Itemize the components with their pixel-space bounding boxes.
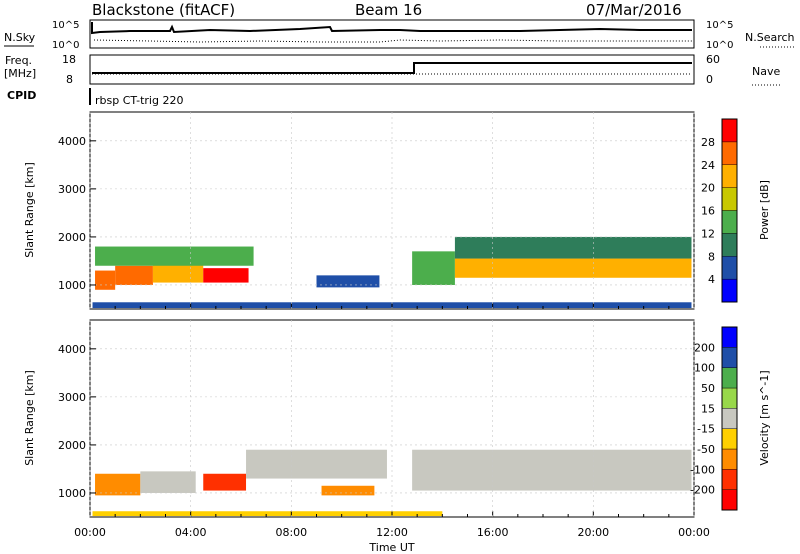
velocity-ylabel: Slant Range [km] bbox=[23, 370, 36, 466]
power-echo-band bbox=[95, 270, 116, 290]
power-panel: 1000 2000 3000 4000 Slant Range [km] bbox=[23, 111, 695, 310]
velocity-colorbar-tick-label: -50 bbox=[697, 443, 715, 456]
power-colorbar-frame bbox=[721, 118, 738, 303]
freq-unit: [MHz] bbox=[4, 67, 36, 80]
power-colorbar-swatch bbox=[721, 141, 738, 165]
power-colorbar-swatch bbox=[721, 210, 738, 234]
x-tick-label: 20:00 bbox=[577, 526, 609, 539]
freq-panel-frame bbox=[89, 54, 695, 85]
velocity-colorbar-swatch bbox=[721, 469, 738, 490]
power-echo-band bbox=[454, 236, 692, 259]
velocity-echo-band bbox=[203, 473, 247, 491]
velocity-colorbar-swatch bbox=[721, 326, 738, 348]
power-colorbar-swatch bbox=[721, 164, 738, 188]
power-colorbar-swatch bbox=[721, 256, 738, 280]
power-colorbar-swatch bbox=[721, 233, 738, 257]
power-colorbar-swatch bbox=[721, 187, 738, 211]
velocity-colorbar-swatch bbox=[721, 387, 738, 409]
power-y-tick-label: 4000 bbox=[58, 135, 86, 148]
x-tick-label: 08:00 bbox=[275, 526, 307, 539]
power-colorbar-tick-label: 4 bbox=[708, 273, 715, 286]
x-tick-label: 04:00 bbox=[175, 526, 207, 539]
power-y-tick-label: 1000 bbox=[58, 279, 86, 292]
power-echo-band bbox=[316, 275, 380, 288]
power-echo-band bbox=[454, 258, 692, 278]
velocity-colorbar-swatch bbox=[721, 367, 738, 389]
power-colorbar-tick-label: 28 bbox=[701, 136, 715, 149]
radar-title: Blackstone (fitACF) bbox=[92, 1, 235, 19]
nsearch-tick-bottom: 10^0 bbox=[706, 40, 733, 51]
nsearch-label: N.Search bbox=[745, 31, 795, 44]
velocity-echo-band bbox=[95, 473, 141, 496]
power-colorbar-tick-label: 8 bbox=[708, 250, 715, 263]
power-colorbar-label: Power [dB] bbox=[758, 180, 771, 240]
power-y-tick-label: 2000 bbox=[58, 231, 86, 244]
freq-trace bbox=[92, 62, 692, 74]
velocity-colorbar-swatch bbox=[721, 408, 738, 429]
freq-tick-bottom: 8 bbox=[66, 73, 73, 86]
nsky-tick-bottom: 10^0 bbox=[52, 40, 79, 51]
velocity-colorbar-label: Velocity [m s^-1] bbox=[758, 370, 771, 465]
power-colorbar: 4 8 12 16 20 24 28 bbox=[701, 118, 738, 303]
x-tick-label: 00:00 bbox=[74, 526, 106, 539]
power-y-tick-label: 3000 bbox=[58, 183, 86, 196]
velocity-y-tick-label: 3000 bbox=[58, 391, 86, 404]
power-ylabel: Slant Range [km] bbox=[23, 162, 36, 258]
nave-tick-bottom: 0 bbox=[706, 73, 713, 86]
x-tick-label: 00:00 bbox=[678, 526, 710, 539]
freq-tick-top: 18 bbox=[62, 53, 76, 66]
velocity-y-tick-label: 1000 bbox=[58, 487, 86, 500]
velocity-colorbar-tick-label: 50 bbox=[701, 382, 715, 395]
power-echo-band bbox=[152, 263, 204, 283]
power-echo-band bbox=[95, 246, 254, 266]
velocity-colorbar-swatch bbox=[721, 448, 738, 470]
power-colorbar-tick-label: 16 bbox=[701, 205, 715, 218]
x-tick-label: 16:00 bbox=[477, 526, 509, 539]
power-colorbar-swatch bbox=[721, 278, 738, 303]
velocity-echo-band bbox=[140, 471, 196, 493]
x-tick-label: 12:00 bbox=[376, 526, 408, 539]
power-colorbar-tick-label: 12 bbox=[701, 227, 715, 240]
velocity-colorbar-tick-label: 200 bbox=[694, 341, 715, 354]
velocity-y-tick-label: 4000 bbox=[58, 343, 86, 356]
velocity-colorbar-tick-label: 15 bbox=[701, 402, 715, 415]
cpid-value: rbsp CT-trig 220 bbox=[95, 94, 183, 107]
velocity-y-tick-label: 2000 bbox=[58, 439, 86, 452]
velocity-echo-band bbox=[412, 449, 692, 491]
velocity-colorbar-swatch bbox=[721, 428, 738, 450]
velocity-panel: 1000 2000 3000 4000 Slant Range [km] bbox=[23, 319, 695, 518]
nsearch-trace bbox=[93, 39, 692, 43]
nave-label: Nave bbox=[752, 65, 780, 78]
nsky-tick-top: 10^5 bbox=[52, 20, 79, 31]
beam-title: Beam 16 bbox=[355, 1, 422, 19]
date-title: 07/Mar/2016 bbox=[586, 1, 682, 19]
power-colorbar-tick-label: 24 bbox=[701, 159, 715, 172]
power-colorbar-swatch bbox=[721, 118, 738, 143]
nsky-trace bbox=[91, 22, 692, 35]
velocity-colorbar-swatch bbox=[721, 347, 738, 368]
velocity-colorbar-tick-label: -100 bbox=[690, 463, 715, 476]
freq-label: Freq. bbox=[5, 54, 32, 67]
power-colorbar-tick-label: 20 bbox=[701, 182, 715, 195]
power-echo-band bbox=[412, 251, 455, 285]
power-echo-band bbox=[115, 265, 153, 285]
velocity-echo-band bbox=[246, 449, 387, 479]
velocity-colorbar-swatch bbox=[721, 489, 738, 511]
velocity-colorbar-tick-label: -15 bbox=[697, 423, 715, 436]
x-axis-label: Time UT bbox=[368, 541, 414, 554]
time-axis: 00:00 04:00 08:00 12:00 16:00 20:00 00:00 bbox=[74, 526, 710, 539]
velocity-colorbar: 200 100 50 15 -15 -50 -100 -200 bbox=[690, 326, 738, 511]
noise-panel-frame bbox=[89, 19, 695, 49]
velocity-echo-band bbox=[321, 485, 375, 496]
velocity-echo-band bbox=[92, 511, 443, 517]
velocity-colorbar-tick-label: 100 bbox=[694, 362, 715, 375]
nave-tick-top: 60 bbox=[706, 53, 720, 66]
nsearch-tick-top: 10^5 bbox=[706, 20, 733, 31]
cpid-label: CPID bbox=[7, 89, 36, 102]
power-echo-band bbox=[203, 268, 249, 283]
nsky-label: N.Sky bbox=[4, 31, 36, 44]
velocity-colorbar-frame bbox=[721, 326, 738, 511]
velocity-colorbar-tick-label: -200 bbox=[690, 484, 715, 497]
